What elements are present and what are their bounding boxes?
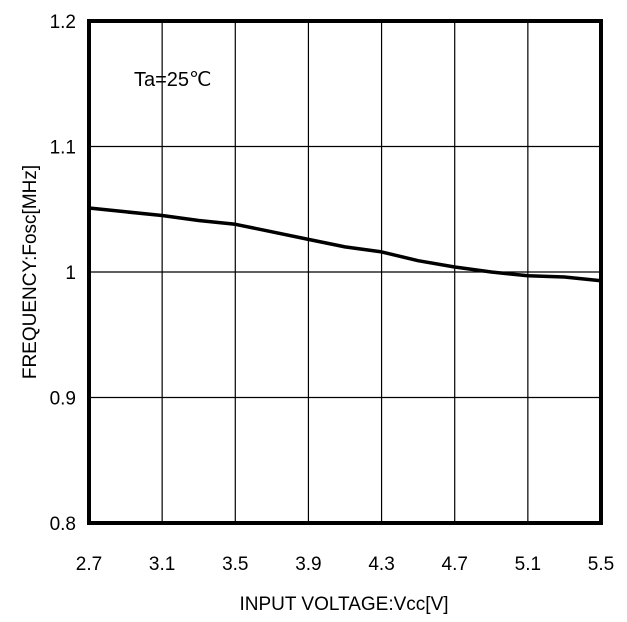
x-tick-label: 2.7 — [76, 554, 102, 575]
y-tick-label: 1.1 — [50, 138, 76, 159]
y-tick-labels: 0.8 0.9 1 1.1 1.2 — [50, 12, 76, 535]
y-tick-label: 0.8 — [50, 514, 76, 535]
series-line — [88, 206, 602, 283]
y-tick-label: 1.2 — [50, 12, 76, 33]
x-tick-label: 5.5 — [588, 554, 614, 575]
y-tick-label: 1 — [65, 263, 76, 284]
x-tick-label: 3.9 — [295, 554, 321, 575]
series-line-group — [88, 206, 602, 283]
x-tick-labels: 2.7 3.1 3.5 3.9 4.3 4.7 5.1 5.5 — [76, 554, 614, 575]
x-tick-label: 4.7 — [442, 554, 468, 575]
y-tick-label: 0.9 — [50, 389, 76, 410]
y-axis-label: FREQUENCY:Fosc[MHz] — [20, 165, 41, 379]
x-tick-label: 3.5 — [222, 554, 248, 575]
temperature-annotation: Ta=25℃ — [134, 69, 212, 91]
x-tick-label: 5.1 — [515, 554, 541, 575]
grid-lines — [89, 21, 601, 523]
plot-frame — [87, 19, 603, 525]
x-tick-label: 4.3 — [368, 554, 394, 575]
x-axis-label: INPUT VOLTAGE:Vcc[V] — [239, 594, 448, 615]
x-tick-label: 3.1 — [149, 554, 175, 575]
